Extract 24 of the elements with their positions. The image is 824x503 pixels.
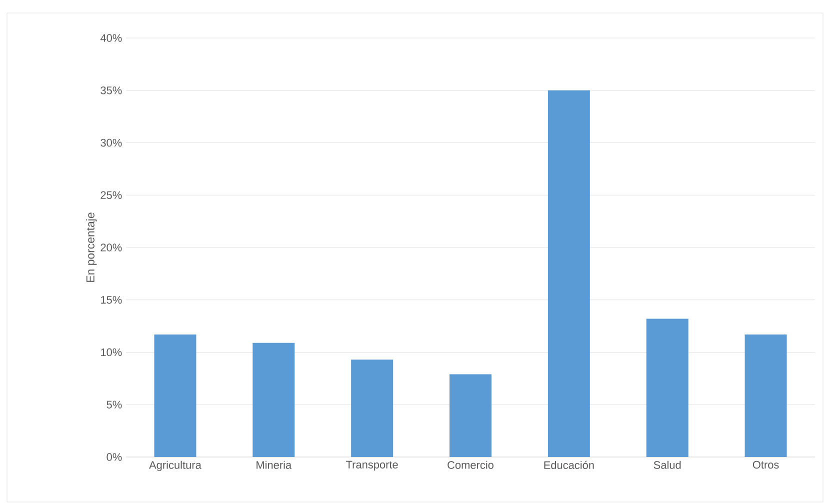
y-tick-label: 25% (100, 191, 122, 200)
bar (252, 342, 295, 457)
y-tick-label: 5% (106, 400, 122, 408)
x-tick-label: Comercio (448, 460, 494, 469)
bar (351, 360, 394, 457)
x-tick-label: Mineria (256, 460, 292, 469)
bar (744, 334, 787, 457)
y-tick-label: 0% (106, 453, 122, 461)
y-tick-label: 15% (101, 296, 122, 304)
bar (450, 374, 492, 457)
x-tick-label: Otros (752, 460, 779, 469)
y-tick-label: 30% (100, 138, 122, 147)
x-tick-label: Educación (544, 460, 594, 470)
y-tick-label: 40% (100, 34, 122, 42)
bar (154, 334, 196, 457)
y-tick-label: 20% (100, 244, 122, 252)
x-tick-label: Agricultura (149, 460, 202, 472)
y-tick-label: 10% (101, 348, 122, 356)
y-tick-label: 35% (100, 86, 122, 94)
bar (646, 318, 688, 457)
bar (548, 90, 590, 457)
x-tick-label: Transporte (346, 460, 398, 471)
x-tick-label: Salud (654, 460, 681, 469)
y-axis-title: En porcentaje (86, 212, 97, 282)
